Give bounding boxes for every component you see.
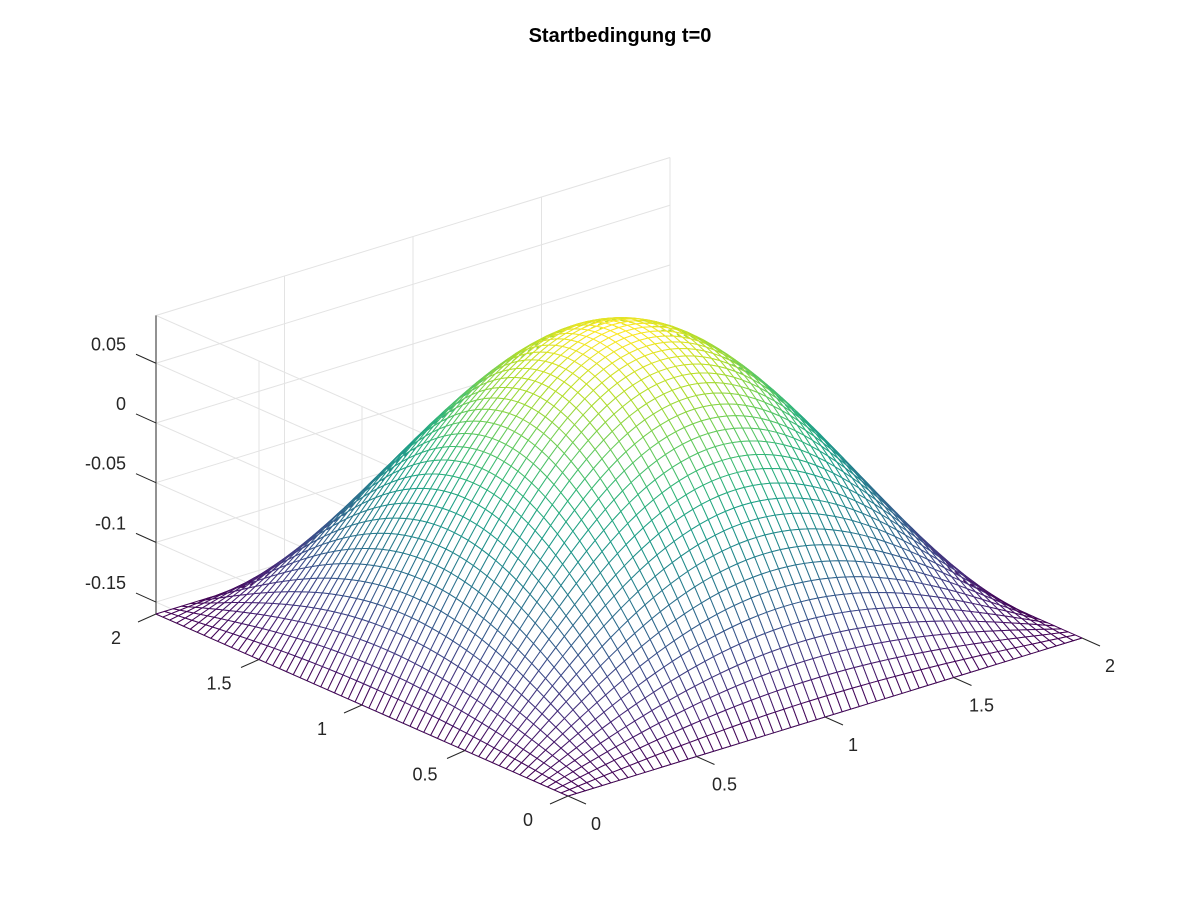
x-tick-mark	[568, 796, 586, 804]
y-tick-label: 1	[317, 719, 327, 739]
y-tick-label: 0	[523, 810, 533, 830]
x-tick-mark	[1082, 638, 1100, 646]
z-tick-label: 0	[116, 394, 126, 414]
z-tick-label: -0.05	[85, 454, 126, 474]
y-tick-mark	[138, 614, 156, 622]
x-tick-mark	[697, 757, 715, 765]
y-tick-label: 2	[111, 628, 121, 648]
z-tick-mark	[136, 533, 156, 542]
x-tick-mark	[954, 678, 972, 686]
y-tick-mark	[550, 796, 568, 804]
y-tick-label: 1.5	[206, 674, 231, 694]
x-tick-mark	[825, 717, 843, 725]
z-tick-mark	[136, 474, 156, 483]
surface-layer	[156, 318, 1082, 796]
z-tick-mark	[136, 414, 156, 423]
x-tick-label: 2	[1105, 656, 1115, 676]
z-tick-label: 0.05	[91, 334, 126, 354]
chart-title: Startbedingung t=0	[529, 25, 712, 47]
z-tick-mark	[136, 354, 156, 363]
y-tick-label: 0.5	[412, 765, 437, 785]
x-tick-label: 0	[591, 814, 601, 834]
z-tick-mark	[136, 593, 156, 602]
y-tick-mark	[344, 705, 362, 713]
y-tick-mark	[447, 751, 465, 759]
x-tick-label: 1	[848, 735, 858, 755]
x-tick-label: 0.5	[712, 775, 737, 795]
x-tick-label: 1.5	[969, 696, 994, 716]
z-tick-label: -0.1	[95, 513, 126, 533]
y-tick-mark	[241, 660, 259, 668]
z-tick-label: -0.15	[85, 573, 126, 593]
